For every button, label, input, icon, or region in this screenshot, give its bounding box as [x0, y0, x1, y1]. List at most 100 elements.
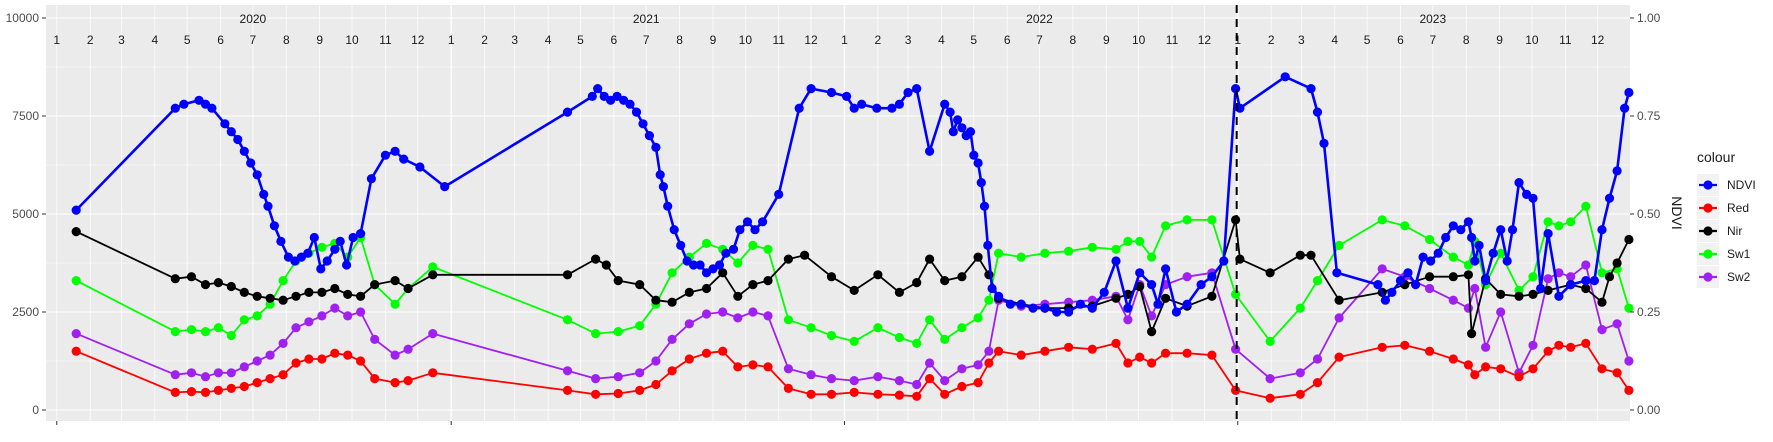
- data-point-sw2: [1265, 374, 1275, 384]
- data-point-nir: [940, 276, 950, 286]
- data-point-sw2: [1182, 272, 1192, 282]
- data-point-sw1: [1111, 244, 1121, 254]
- data-point-red: [1528, 364, 1538, 374]
- data-point-ndvi: [948, 127, 958, 137]
- data-point-nir: [1207, 291, 1217, 301]
- data-point-sw2: [390, 350, 400, 360]
- legend-key-sw1: [1697, 243, 1719, 265]
- data-point-ndvi: [1566, 280, 1576, 290]
- plot-panel-background: [46, 5, 1630, 421]
- data-point-ndvi: [1481, 276, 1491, 286]
- left-tick-label: 5000: [12, 207, 39, 221]
- month-label: 5: [1364, 33, 1371, 47]
- data-point-ndvi: [1624, 87, 1634, 98]
- data-point-sw2: [403, 344, 413, 354]
- month-label: 8: [283, 33, 290, 47]
- data-point-ndvi: [912, 84, 922, 94]
- data-point-sw1: [912, 338, 922, 348]
- left-tick-label: 7500: [12, 109, 39, 123]
- data-point-sw1: [957, 323, 967, 333]
- data-point-ndvi: [953, 115, 963, 125]
- data-point-nir: [925, 254, 935, 264]
- data-point-sw2: [973, 360, 983, 370]
- data-point-nir: [1448, 272, 1458, 282]
- data-point-ndvi: [399, 154, 409, 164]
- data-point-ndvi: [1448, 221, 1458, 231]
- data-point-ndvi: [226, 127, 236, 137]
- data-point-nir: [265, 293, 275, 303]
- data-point-nir: [1528, 289, 1538, 299]
- data-point-sw2: [226, 368, 236, 378]
- data-point-sw1: [252, 311, 262, 321]
- data-point-ndvi: [1411, 280, 1421, 290]
- data-point-nir: [252, 291, 262, 301]
- data-point-sw2: [651, 356, 661, 366]
- data-point-nir: [278, 295, 288, 305]
- legend: colour NDVI Red Nir Sw1 Sw2: [1697, 149, 1756, 288]
- data-point-sw1: [591, 329, 601, 339]
- data-point-red: [343, 350, 353, 360]
- data-point-sw1: [1064, 246, 1074, 256]
- series-layer: [71, 72, 1634, 403]
- legend-key-point: [1703, 249, 1713, 259]
- data-point-red: [1554, 340, 1564, 350]
- data-point-red: [635, 385, 645, 395]
- data-point-sw2: [763, 311, 773, 321]
- data-point-sw2: [1377, 264, 1387, 274]
- month-label: 4: [545, 33, 552, 47]
- data-point-ndvi: [259, 189, 269, 199]
- data-point-sw2: [1481, 342, 1491, 352]
- data-point-ndvi: [987, 283, 997, 294]
- data-point-nir: [800, 250, 810, 260]
- data-point-ndvi: [1016, 299, 1026, 309]
- data-point-nir: [651, 295, 661, 305]
- data-point-ndvi: [969, 150, 979, 160]
- right-tick-label: 0.00: [1637, 403, 1661, 417]
- data-point-sw1: [748, 240, 758, 250]
- data-point-ndvi: [252, 170, 262, 180]
- data-point-red: [873, 389, 883, 399]
- data-point-red: [940, 389, 950, 399]
- data-point-ndvi: [593, 84, 603, 94]
- month-label: 1: [53, 33, 60, 47]
- data-point-ndvi: [1604, 193, 1615, 203]
- data-point-red: [973, 378, 983, 388]
- data-point-ndvi: [758, 217, 768, 227]
- data-point-ndvi: [1496, 225, 1506, 235]
- data-point-sw1: [894, 332, 905, 343]
- series-nir: [71, 215, 1634, 339]
- data-point-ndvi: [663, 201, 673, 211]
- month-label: 1: [448, 33, 455, 47]
- data-point-ndvi: [638, 119, 648, 129]
- month-label: 3: [118, 33, 125, 47]
- data-point-sw1: [1312, 276, 1323, 286]
- data-point-sw1: [390, 299, 400, 309]
- month-label: 1: [1234, 33, 1241, 47]
- data-point-red: [1182, 348, 1192, 358]
- series-red: [71, 338, 1634, 403]
- data-point-ndvi: [676, 240, 686, 250]
- data-point-sw2: [170, 370, 180, 380]
- data-point-red: [1612, 368, 1622, 378]
- data-point-red: [733, 362, 743, 372]
- data-point-ndvi: [1514, 178, 1524, 188]
- data-point-ndvi: [1488, 248, 1498, 258]
- data-point-sw1: [1161, 221, 1171, 231]
- data-point-sw1: [667, 268, 677, 278]
- data-point-red: [1470, 370, 1480, 380]
- data-point-sw2: [1425, 283, 1435, 294]
- data-point-ndvi: [1387, 287, 1397, 297]
- data-point-red: [1448, 354, 1458, 364]
- data-point-ndvi: [794, 103, 804, 113]
- data-point-nir: [1597, 297, 1607, 307]
- data-point-ndvi: [1597, 225, 1607, 235]
- data-point-ndvi: [380, 150, 390, 160]
- right-tick-label: 0.25: [1637, 305, 1661, 319]
- data-point-sw1: [826, 330, 837, 341]
- data-point-sw2: [613, 372, 623, 382]
- data-point-red: [562, 385, 573, 395]
- data-point-ndvi: [239, 146, 249, 156]
- data-point-red: [291, 358, 301, 368]
- data-point-ndvi: [1502, 256, 1512, 266]
